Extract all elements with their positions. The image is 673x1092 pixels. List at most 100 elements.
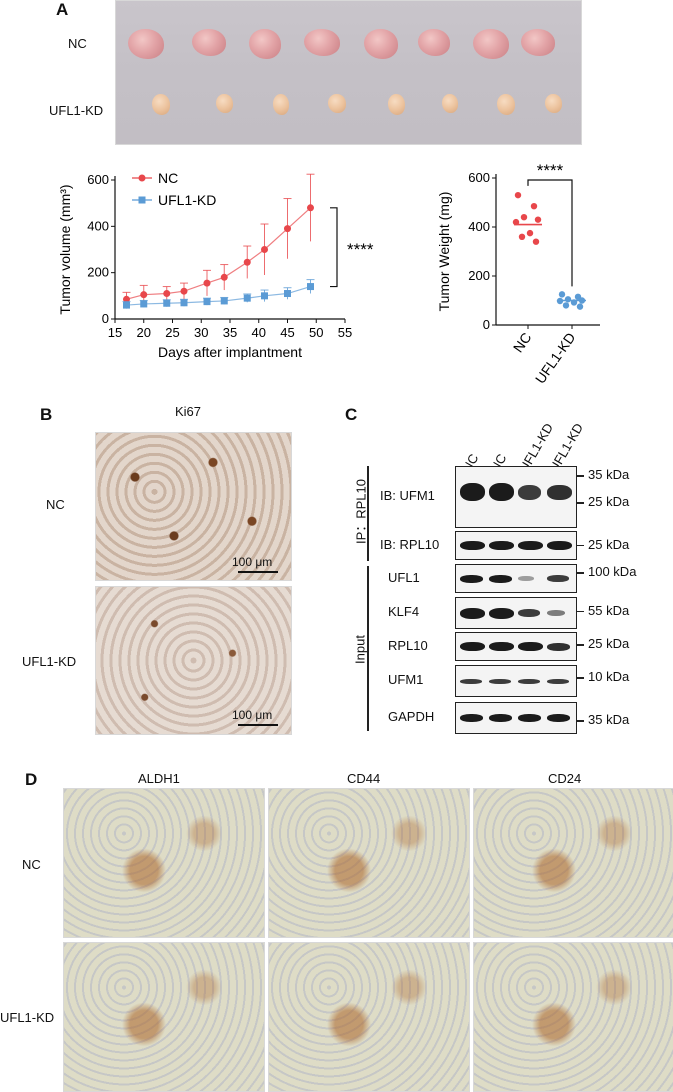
tumor-kd bbox=[273, 94, 289, 115]
cd24-kd-image bbox=[473, 942, 673, 1092]
blot-band bbox=[547, 610, 566, 616]
y-tick-label: 200 bbox=[87, 265, 109, 280]
blot-band bbox=[518, 678, 541, 684]
photo-row-label-kd: UFL1-KD bbox=[49, 103, 104, 118]
panel-b-title: Ki67 bbox=[175, 404, 202, 419]
blot-band bbox=[518, 484, 542, 500]
y-axis-label: Tumor volume (mm³) bbox=[57, 184, 73, 314]
tumor-kd bbox=[152, 94, 170, 115]
series-line-1 bbox=[126, 285, 311, 306]
scale-bar bbox=[238, 571, 278, 573]
marker-label: 25 kDa bbox=[588, 636, 630, 652]
data-point bbox=[562, 302, 570, 309]
ip-bracket bbox=[367, 466, 369, 561]
blot-strip bbox=[455, 702, 577, 734]
data-point bbox=[123, 295, 130, 303]
aldh1-nc-image bbox=[63, 788, 265, 938]
blot-band bbox=[460, 678, 483, 684]
line-chart-significance: **** bbox=[330, 207, 374, 288]
line-chart-legend: NC UFL1-KD bbox=[132, 170, 216, 208]
data-point bbox=[520, 214, 528, 221]
data-point bbox=[220, 273, 228, 281]
marker-tick bbox=[576, 544, 584, 546]
ki67-kd-image: 100 μm bbox=[95, 586, 292, 735]
tumor-photo bbox=[115, 0, 582, 145]
data-point bbox=[140, 300, 148, 308]
legend-marker bbox=[138, 196, 146, 204]
blot-strip bbox=[455, 564, 577, 593]
dot-chart-points bbox=[512, 191, 586, 310]
legend-marker bbox=[138, 174, 146, 182]
significance-bracket bbox=[527, 179, 573, 287]
marker-label: 25 kDa bbox=[588, 494, 630, 509]
tumor-nc bbox=[418, 29, 450, 56]
panel-d-col-2: CD44 bbox=[347, 771, 381, 786]
y-tick-label: 200 bbox=[468, 268, 490, 283]
blot-band bbox=[460, 541, 485, 550]
x-tick-label: 40 bbox=[252, 325, 266, 340]
x-tick-label: 20 bbox=[137, 325, 151, 340]
x-tick-label: 15 bbox=[108, 325, 122, 340]
y-tick-label: 400 bbox=[468, 219, 490, 234]
data-point bbox=[558, 291, 566, 298]
x-tick-label: 25 bbox=[165, 325, 179, 340]
blot-band bbox=[518, 541, 543, 550]
blot-band bbox=[489, 607, 514, 619]
data-point bbox=[307, 283, 314, 291]
x-axis-label: Days after implantment bbox=[158, 344, 302, 360]
panel-b-row-kd: UFL1-KD bbox=[22, 654, 77, 669]
marker-tick bbox=[576, 644, 584, 646]
tumor-nc bbox=[128, 29, 164, 59]
data-point bbox=[163, 299, 171, 307]
marker-label: 35 kDa bbox=[588, 467, 630, 482]
data-point bbox=[203, 298, 211, 306]
data-point bbox=[220, 297, 228, 305]
blot-band bbox=[547, 484, 572, 500]
marker-label: 55 kDa bbox=[588, 602, 630, 618]
blot-band bbox=[489, 678, 512, 684]
series-line-0 bbox=[126, 207, 311, 300]
blot-label: UFM1 bbox=[388, 672, 424, 687]
marker-tick bbox=[576, 720, 584, 722]
x-tick-label: 35 bbox=[223, 325, 237, 340]
legend-label: NC bbox=[158, 170, 178, 186]
blot-label: IB: RPL10 bbox=[380, 536, 440, 552]
blot-band bbox=[547, 541, 572, 550]
panel-a-letter: A bbox=[56, 0, 69, 19]
tumor-kd bbox=[545, 94, 562, 113]
marker-tick bbox=[576, 610, 584, 612]
ip-label: IP：RPL10 bbox=[353, 478, 369, 545]
data-point bbox=[243, 258, 251, 266]
cd24-nc-image bbox=[473, 788, 673, 938]
photo-row-label-nc: NC bbox=[68, 36, 87, 51]
dot-chart-significance: **** bbox=[527, 161, 573, 287]
panel-d-letter: D bbox=[25, 770, 38, 789]
tumor-volume-chart: 0 200 400 600 15 20 25 30 35 40 45 50 55 Days after i… bbox=[57, 170, 374, 360]
data-point bbox=[564, 296, 572, 303]
blot-band bbox=[460, 714, 484, 722]
y-tick-label: 600 bbox=[468, 170, 490, 185]
scale-bar bbox=[238, 724, 278, 726]
tumor-kd bbox=[442, 94, 458, 113]
data-point bbox=[518, 233, 526, 240]
tumor-nc bbox=[473, 29, 509, 59]
marker-label: 10 kDa bbox=[588, 669, 630, 684]
blot-strip bbox=[455, 665, 577, 697]
tumor-nc bbox=[192, 29, 226, 56]
data-point bbox=[243, 294, 251, 302]
scale-label: 100 μm bbox=[232, 708, 273, 722]
panel-d-row-kd: UFL1-KD bbox=[0, 1010, 55, 1025]
data-point bbox=[284, 225, 291, 233]
x-tick-label: 50 bbox=[309, 325, 323, 340]
y-axis-label: Tumor Weight (mg) bbox=[436, 192, 452, 312]
marker-tick bbox=[576, 475, 584, 477]
blot-strip bbox=[455, 466, 577, 528]
aldh1-kd-image bbox=[63, 942, 265, 1092]
data-point bbox=[534, 216, 542, 223]
marker-tick bbox=[576, 572, 584, 574]
significance-stars: **** bbox=[537, 161, 564, 180]
x-tick-label: NC bbox=[510, 330, 535, 356]
significance-bracket bbox=[330, 207, 338, 288]
marker-tick bbox=[576, 502, 584, 504]
x-tick-label: 55 bbox=[338, 325, 352, 340]
